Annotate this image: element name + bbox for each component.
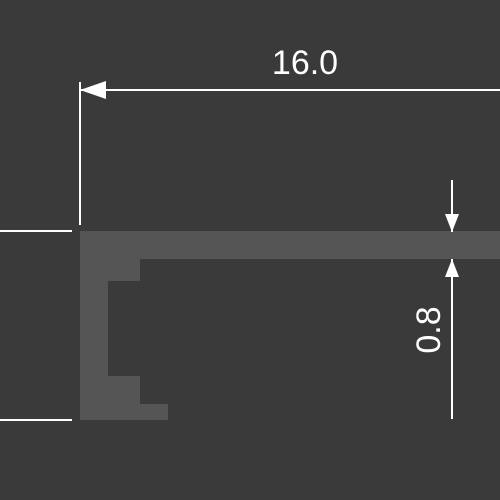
dimension-label-thickness: 0.8 xyxy=(410,306,448,353)
dimension-label-width: 16.0 xyxy=(272,44,338,82)
